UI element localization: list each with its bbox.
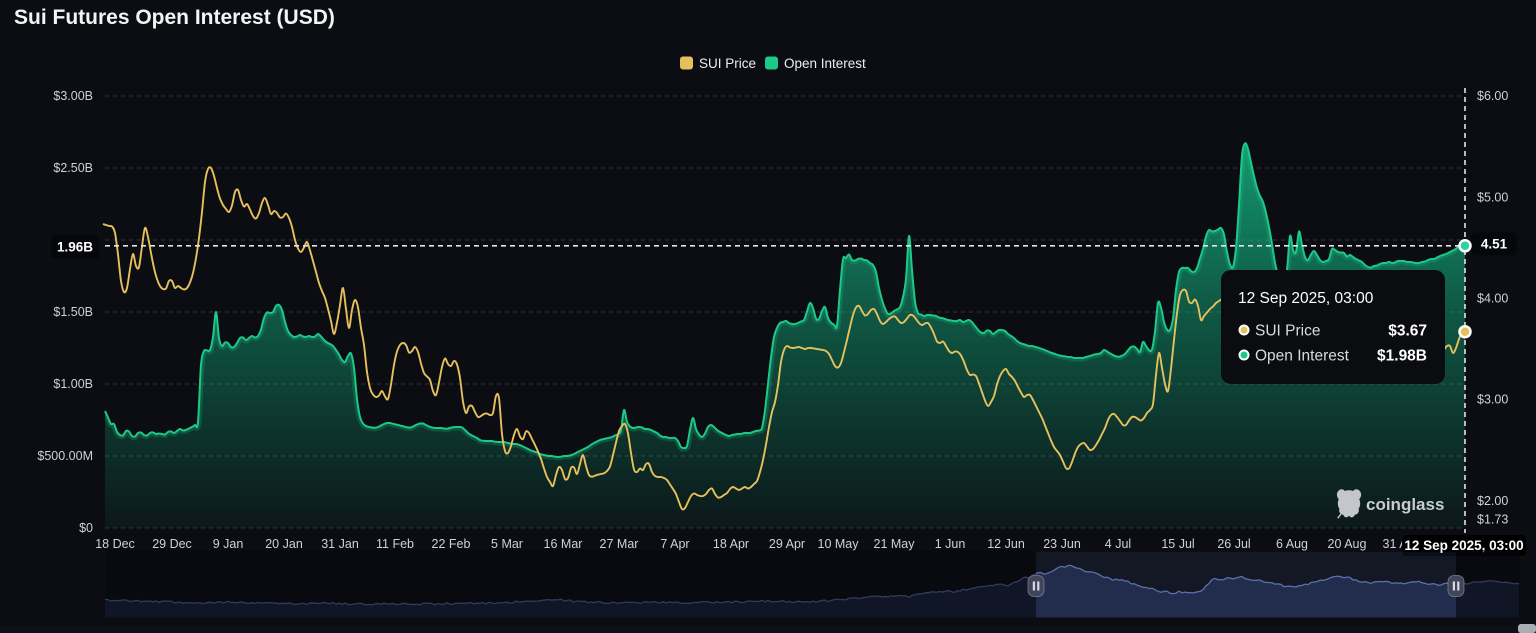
svg-text:26 Jul: 26 Jul bbox=[1217, 537, 1250, 551]
svg-text:$2.00: $2.00 bbox=[1477, 494, 1508, 508]
svg-text:22 Feb: 22 Feb bbox=[432, 537, 471, 551]
svg-text:12 Sep 2025, 03:00: 12 Sep 2025, 03:00 bbox=[1238, 290, 1374, 307]
svg-text:18 Dec: 18 Dec bbox=[95, 537, 135, 551]
svg-text:31 Jan: 31 Jan bbox=[321, 537, 359, 551]
svg-text:5 Mar: 5 Mar bbox=[491, 537, 523, 551]
svg-text:$1.00B: $1.00B bbox=[53, 377, 93, 391]
svg-text:20 Aug: 20 Aug bbox=[1328, 537, 1367, 551]
svg-text:$1.73: $1.73 bbox=[1477, 513, 1508, 527]
svg-text:12 Jun: 12 Jun bbox=[987, 537, 1025, 551]
svg-text:1 Jun: 1 Jun bbox=[935, 537, 966, 551]
svg-text:6 Aug: 6 Aug bbox=[1276, 537, 1308, 551]
svg-text:11 Feb: 11 Feb bbox=[376, 537, 414, 551]
svg-text:Open Interest: Open Interest bbox=[1255, 348, 1350, 365]
svg-text:16 Mar: 16 Mar bbox=[544, 537, 583, 551]
svg-text:29 Apr: 29 Apr bbox=[769, 537, 805, 551]
svg-text:$1.98B: $1.98B bbox=[1377, 348, 1427, 365]
svg-text:Sui Futures Open Interest (USD: Sui Futures Open Interest (USD) bbox=[14, 6, 335, 29]
svg-text:4.51: 4.51 bbox=[1481, 237, 1508, 252]
svg-text:Open Interest: Open Interest bbox=[784, 56, 866, 71]
svg-text:$1.50B: $1.50B bbox=[53, 305, 93, 319]
svg-text:29 Dec: 29 Dec bbox=[152, 537, 192, 551]
svg-text:21 May: 21 May bbox=[874, 537, 916, 551]
svg-text:$6.00: $6.00 bbox=[1477, 89, 1508, 103]
svg-text:$3.00B: $3.00B bbox=[53, 89, 93, 103]
svg-text:$500.00M: $500.00M bbox=[37, 449, 93, 463]
svg-text:$3.67: $3.67 bbox=[1388, 323, 1427, 340]
svg-text:23 Jun: 23 Jun bbox=[1043, 537, 1081, 551]
svg-text:7 Apr: 7 Apr bbox=[660, 537, 689, 551]
svg-text:12 Sep 2025, 03:00: 12 Sep 2025, 03:00 bbox=[1404, 538, 1523, 553]
svg-text:$2.50B: $2.50B bbox=[53, 161, 93, 175]
svg-text:4 Jul: 4 Jul bbox=[1105, 537, 1131, 551]
svg-text:20 Jan: 20 Jan bbox=[265, 537, 303, 551]
svg-text:$3.00: $3.00 bbox=[1477, 393, 1508, 407]
svg-text:1.96B: 1.96B bbox=[57, 240, 93, 255]
svg-text:$0: $0 bbox=[79, 521, 93, 535]
svg-text:coinglass: coinglass bbox=[1366, 495, 1444, 514]
svg-text:9 Jan: 9 Jan bbox=[213, 537, 244, 551]
svg-text:SUI Price: SUI Price bbox=[699, 56, 756, 71]
svg-text:18 Apr: 18 Apr bbox=[713, 537, 749, 551]
svg-text:15 Jul: 15 Jul bbox=[1161, 537, 1194, 551]
svg-text:$4.00: $4.00 bbox=[1477, 292, 1508, 306]
svg-text:10 May: 10 May bbox=[818, 537, 860, 551]
svg-text:$5.00: $5.00 bbox=[1477, 190, 1508, 204]
svg-text:SUI Price: SUI Price bbox=[1255, 323, 1320, 340]
svg-text:27 Mar: 27 Mar bbox=[600, 537, 639, 551]
